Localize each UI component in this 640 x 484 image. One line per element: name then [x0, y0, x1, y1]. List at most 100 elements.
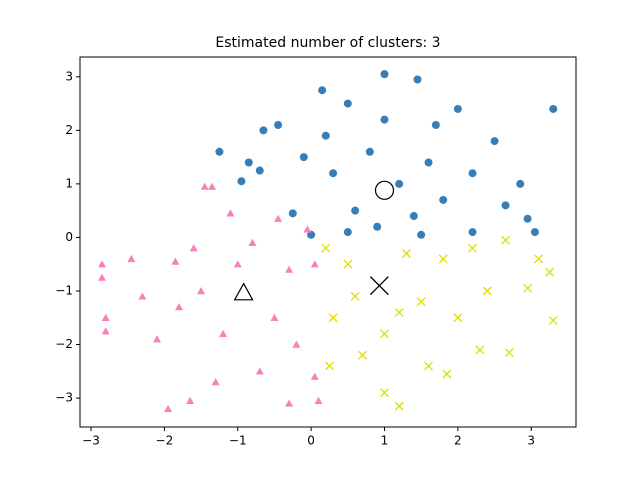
point	[380, 388, 389, 398]
point	[288, 209, 297, 218]
point	[380, 329, 389, 339]
point	[200, 182, 209, 190]
point	[402, 249, 411, 258]
point	[545, 267, 555, 277]
point	[395, 179, 404, 188]
point	[438, 254, 448, 264]
point	[439, 195, 448, 204]
y-tick-label: −1	[55, 283, 73, 297]
point	[482, 286, 492, 296]
point	[343, 99, 352, 108]
x-tick-label: 3	[527, 434, 535, 448]
point	[310, 372, 319, 380]
point	[310, 260, 319, 268]
point	[274, 121, 283, 130]
y-tick-label: 1	[65, 176, 73, 190]
point	[270, 313, 279, 321]
point	[380, 115, 389, 124]
point	[468, 169, 477, 178]
plot-frame	[79, 56, 577, 428]
point	[248, 238, 257, 247]
point	[380, 70, 389, 79]
point	[417, 230, 426, 239]
point	[365, 147, 374, 156]
point	[431, 121, 440, 130]
y-tick-label: −3	[55, 391, 73, 405]
point	[409, 212, 418, 221]
point	[153, 335, 162, 343]
x-tick-label: 1	[381, 434, 389, 448]
point	[292, 340, 301, 348]
point	[285, 265, 294, 273]
point	[233, 260, 242, 268]
point	[343, 259, 353, 269]
y-tick-label: 3	[65, 69, 73, 83]
point	[325, 361, 334, 371]
point	[98, 273, 107, 281]
point	[211, 378, 220, 386]
point	[164, 404, 173, 412]
point	[98, 260, 107, 268]
point	[138, 292, 147, 300]
point	[255, 166, 264, 175]
point	[299, 153, 308, 162]
point	[189, 244, 198, 252]
point	[351, 206, 360, 215]
point	[259, 126, 268, 135]
point	[394, 401, 404, 411]
point	[255, 367, 264, 375]
point	[523, 283, 533, 293]
point	[307, 230, 316, 239]
point	[219, 329, 228, 338]
point	[285, 399, 294, 407]
point	[475, 345, 485, 355]
point	[226, 209, 235, 217]
point	[328, 313, 338, 323]
point	[424, 361, 433, 371]
point	[453, 104, 462, 113]
point	[171, 257, 180, 265]
point	[530, 228, 539, 237]
point	[101, 327, 110, 335]
point	[358, 350, 367, 360]
point	[468, 228, 477, 237]
point	[442, 369, 452, 379]
point	[186, 396, 195, 404]
point	[373, 222, 382, 231]
point	[523, 214, 532, 223]
point	[394, 307, 404, 317]
x-tick-label: −1	[229, 434, 247, 448]
point	[303, 225, 312, 233]
point	[468, 243, 478, 253]
point	[548, 315, 558, 325]
point	[127, 254, 136, 263]
x-tick-label: 2	[454, 434, 462, 448]
point	[416, 297, 426, 307]
cluster-center	[374, 180, 395, 200]
point	[490, 137, 499, 146]
x-tick-label: −2	[156, 434, 174, 448]
point	[208, 182, 217, 190]
point	[501, 201, 510, 210]
point	[237, 177, 246, 186]
point	[244, 158, 253, 167]
point	[501, 235, 511, 245]
point	[343, 228, 352, 237]
x-tick-label: −3	[82, 434, 100, 448]
y-tick-label: 0	[65, 230, 73, 244]
point	[516, 179, 525, 188]
x-tick-label: 0	[307, 434, 315, 448]
point	[504, 348, 514, 358]
point	[534, 254, 544, 264]
cluster-center	[369, 276, 389, 296]
point	[215, 147, 224, 156]
point	[321, 131, 330, 140]
point	[329, 169, 338, 178]
point	[413, 75, 422, 84]
point	[101, 313, 110, 321]
point	[318, 86, 327, 95]
point	[321, 243, 331, 253]
point	[549, 104, 558, 113]
point	[314, 396, 323, 404]
